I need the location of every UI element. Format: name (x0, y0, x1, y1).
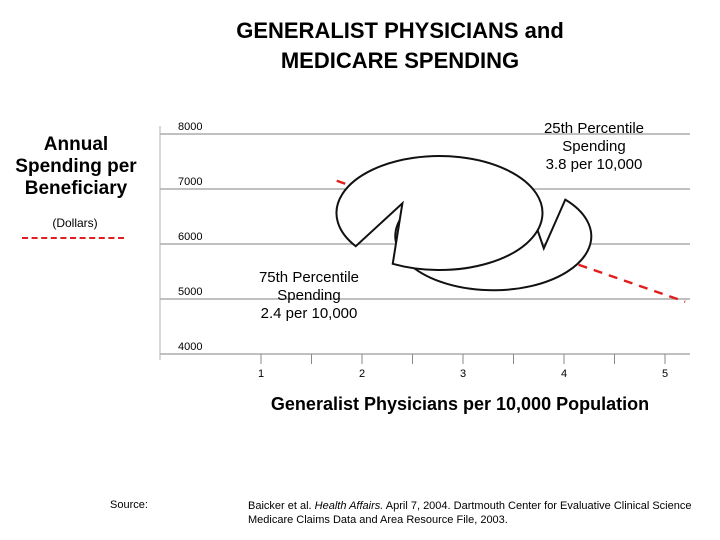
callout-25th-line-2: Spending (562, 138, 626, 155)
source-citation: Baicker et al. Health Affairs. April 7, … (248, 499, 708, 527)
source-line-1: Baicker et al. Health Affairs. April 7, … (248, 499, 708, 513)
x-tick-5: 5 (662, 368, 668, 380)
x-tick-3: 3 (460, 368, 466, 380)
source-label: Source: (110, 499, 148, 511)
callout-75th-line-1: 75th Percentile (258, 269, 360, 286)
y-axis-label-line-3: Beneficiary (24, 178, 128, 199)
source-journal: Health Affairs. (314, 500, 384, 512)
source-authors: Baicker et al. (248, 500, 315, 512)
callout-25th-line-3: 3.8 per 10,000 (545, 156, 643, 173)
legend-dashed-line (22, 237, 124, 239)
y-axis-label: Annual Spending per Beneficiary (8, 134, 144, 200)
y-tick-4000: 4000 (178, 341, 202, 353)
callout-75th-bubble (335, 155, 544, 272)
y-axis-unit: (Dollars) (52, 216, 98, 230)
chart-title: GENERALIST PHYSICIANS and MEDICARE SPEND… (170, 16, 630, 76)
y-axis-label-line-2: Spending per (15, 156, 137, 177)
y-tick-6000: 6000 (178, 231, 202, 243)
callout-75th-line-2: Spending (277, 287, 341, 304)
title-line-2: MEDICARE SPENDING (280, 48, 520, 73)
x-tick-1: 1 (258, 368, 264, 380)
x-tick-4: 4 (561, 368, 567, 380)
title-line-1: GENERALIST PHYSICIANS and (236, 18, 564, 43)
callout-75th-percentile: 75th Percentile Spending 2.4 per 10,000 (240, 269, 378, 323)
y-tick-5000: 5000 (178, 286, 202, 298)
source-line-2: Medicare Claims Data and Area Resource F… (248, 514, 508, 526)
callout-75th-line-3: 2.4 per 10,000 (260, 305, 358, 322)
callout-25th-percentile: 25th Percentile Spending 3.8 per 10,000 (530, 120, 658, 174)
y-tick-7000: 7000 (178, 176, 202, 188)
source-details: April 7, 2004. Dartmouth Center for Eval… (383, 500, 692, 512)
y-axis-label-line-1: Annual (43, 134, 109, 155)
y-tick-8000: 8000 (178, 121, 202, 133)
x-axis-label: Generalist Physicians per 10,000 Populat… (270, 394, 650, 414)
callout-25th-line-1: 25th Percentile (543, 120, 645, 137)
x-tick-2: 2 (359, 368, 365, 380)
